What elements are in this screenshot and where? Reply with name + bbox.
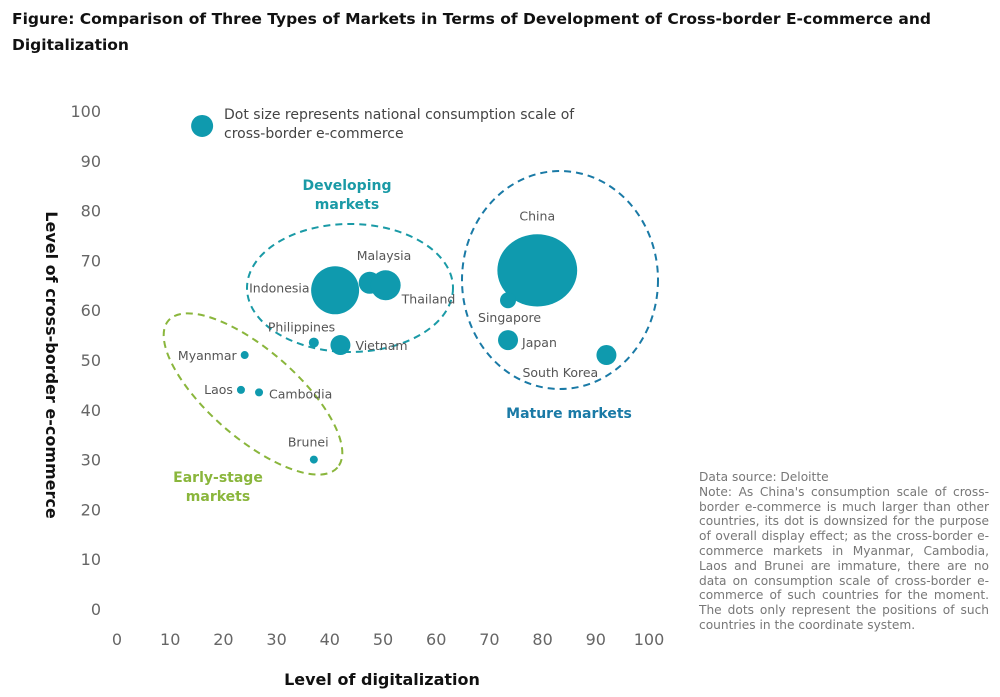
chart-title: Figure: Comparison of Three Types of Mar… <box>12 10 931 54</box>
point-label-malaysia: Malaysia <box>357 248 412 263</box>
point-label-china: China <box>519 208 555 223</box>
bubble-indonesia <box>311 266 360 315</box>
x-tick-label: 50 <box>373 630 393 649</box>
x-tick-label: 100 <box>634 630 665 649</box>
bubble-laos <box>236 385 245 394</box>
point-label-singapore: Singapore <box>478 310 541 325</box>
bubble-vietnam <box>330 335 351 356</box>
y-tick-label: 80 <box>81 202 101 221</box>
developing-markets-ellipse <box>246 223 454 353</box>
x-tick-label: 80 <box>532 630 552 649</box>
y-tick-label: 40 <box>81 401 101 420</box>
point-label-thailand: Thailand <box>401 291 456 306</box>
y-tick-label: 60 <box>81 301 101 320</box>
group-label-developing: Developing markets <box>303 178 392 213</box>
y-tick-label: 10 <box>81 550 101 569</box>
x-tick-label: 30 <box>266 630 286 649</box>
y-tick-label: 100 <box>70 102 101 121</box>
x-tick-label: 90 <box>586 630 606 649</box>
early-stage-markets-ellipse <box>162 312 344 476</box>
point-label-vietnam: Vietnam <box>355 338 407 353</box>
point-label-philippines: Philippines <box>268 320 335 335</box>
bubble-brunei <box>309 455 318 464</box>
bubble-cambodia <box>255 388 264 397</box>
size-legend-dot <box>191 114 214 137</box>
note-text: Note: As China's consumption scale of cr… <box>699 484 989 632</box>
chart-note: Data source: Deloitte Note: As China's c… <box>699 470 989 633</box>
bubble-myanmar <box>240 351 249 360</box>
y-tick-label: 0 <box>91 600 101 619</box>
bubble-thailand <box>370 270 401 301</box>
bubble-philippines <box>308 337 319 348</box>
x-tick-label: 60 <box>426 630 446 649</box>
group-label-early-stage: Early-stage markets <box>173 470 263 505</box>
group-label-mature: Mature markets <box>506 406 632 422</box>
point-label-south-korea: South Korea <box>522 365 598 380</box>
point-label-myanmar: Myanmar <box>178 348 238 363</box>
x-tick-label: 20 <box>213 630 233 649</box>
mature-markets-ellipse <box>461 170 659 390</box>
y-tick-label: 20 <box>81 500 101 519</box>
bubble-china <box>497 234 578 307</box>
x-tick-label: 10 <box>160 630 180 649</box>
point-label-laos: Laos <box>204 382 233 397</box>
bubble-singapore <box>500 292 517 309</box>
x-axis-label: Level of digitalization <box>284 670 480 689</box>
bubble-japan <box>498 330 519 351</box>
y-tick-label: 30 <box>81 451 101 470</box>
point-label-indonesia: Indonesia <box>249 280 309 295</box>
y-tick-label: 50 <box>81 351 101 370</box>
x-tick-label: 0 <box>112 630 122 649</box>
x-tick-label: 40 <box>320 630 340 649</box>
size-legend-text: Dot size represents national consumption… <box>224 107 575 142</box>
point-label-japan: Japan <box>521 335 557 350</box>
x-tick-label: 70 <box>479 630 499 649</box>
bubble-south-korea <box>596 345 617 366</box>
y-tick-label: 70 <box>81 251 101 270</box>
y-tick-label: 90 <box>81 152 101 171</box>
point-label-brunei: Brunei <box>288 435 329 450</box>
point-label-cambodia: Cambodia <box>269 386 332 401</box>
y-axis-label: Level of cross-border e-commerce <box>42 211 61 519</box>
data-source: Data source: Deloitte <box>699 470 829 484</box>
